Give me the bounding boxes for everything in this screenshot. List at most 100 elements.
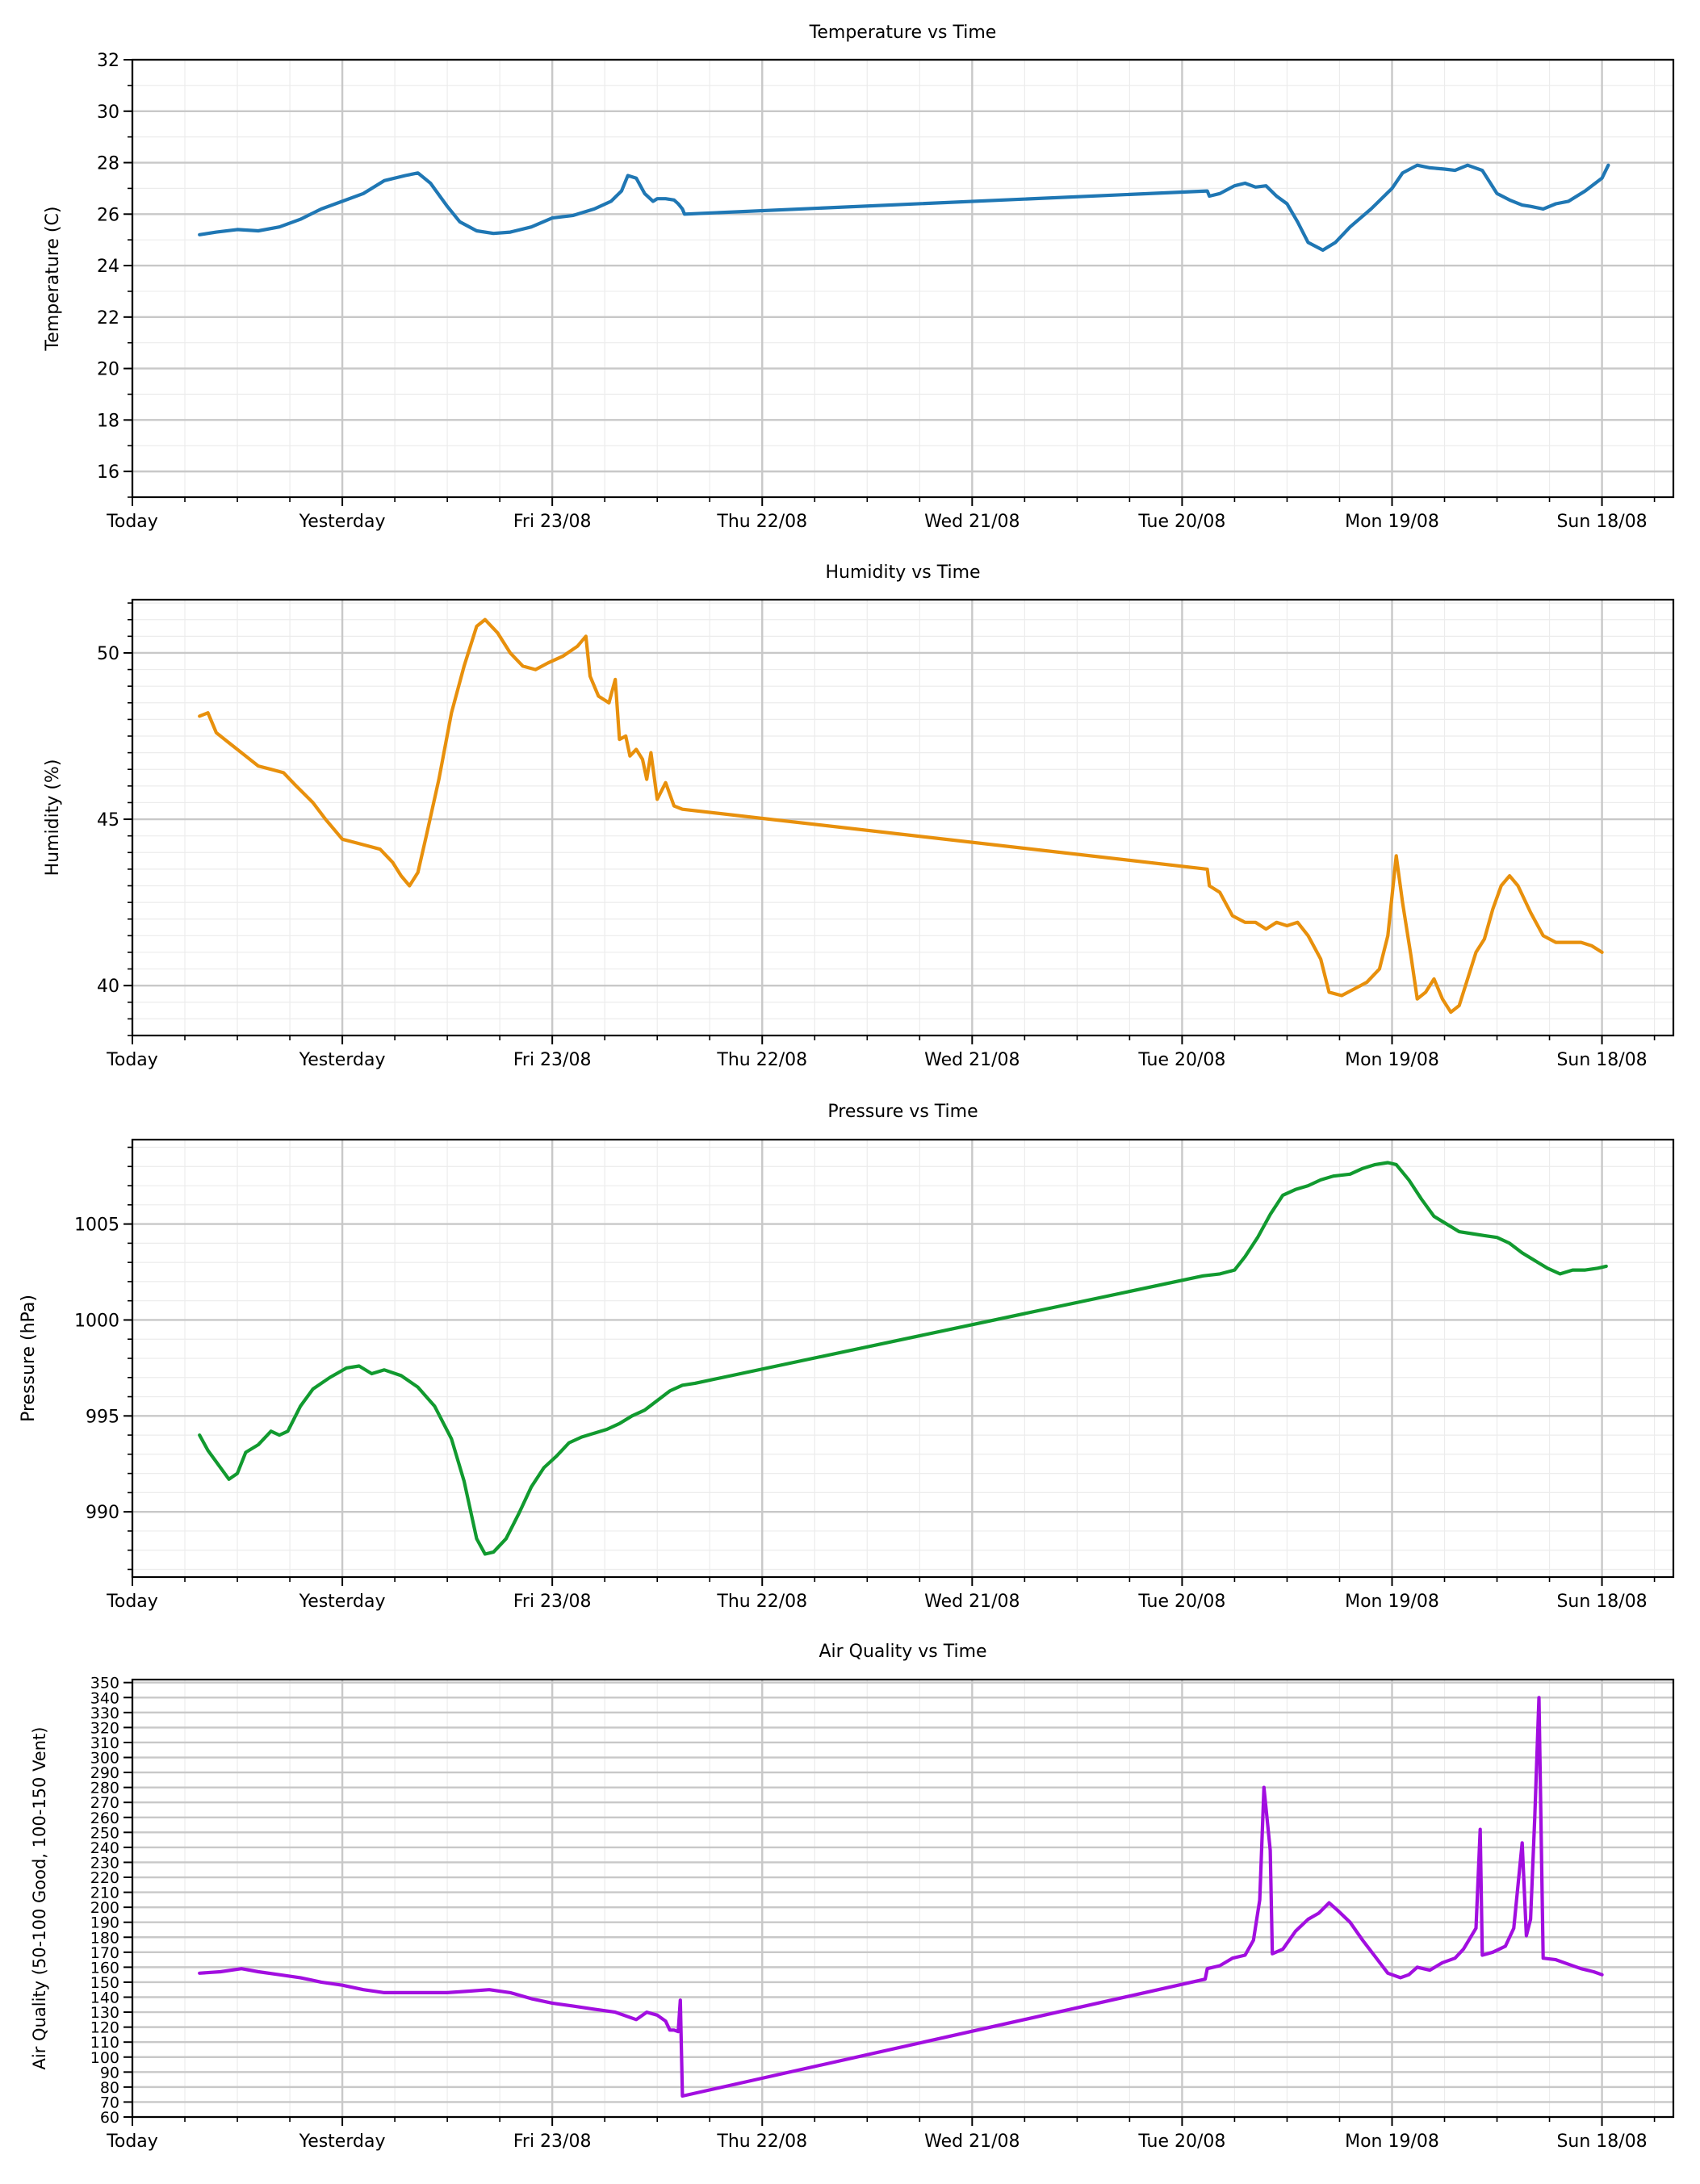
y-tick-label: 70: [100, 2094, 119, 2111]
x-tick-label: Today: [106, 512, 158, 532]
y-tick-label: 100: [90, 2049, 119, 2067]
y-tick-label: 30: [97, 103, 119, 123]
plot-frame: [131, 58, 1675, 499]
x-tick-label: Tue 20/08: [1137, 1592, 1225, 1612]
chart-title: Humidity vs Time: [825, 563, 980, 583]
y-tick-label: 280: [90, 1780, 119, 1797]
y-tick-label: 16: [97, 462, 119, 483]
y-tick-label: 350: [90, 1675, 119, 1692]
x-tick-label: Yesterday: [299, 2132, 386, 2152]
y-tick-label: 180: [90, 1929, 119, 1947]
x-tick-label: Sun 18/08: [1556, 1592, 1647, 1612]
x-tick-label: Sun 18/08: [1556, 1050, 1647, 1070]
x-tick-label: Mon 19/08: [1345, 512, 1439, 532]
y-tick-label: 160: [90, 1959, 119, 1977]
x-tick-label: Wed 21/08: [924, 2132, 1020, 2152]
grid: [131, 600, 1673, 1036]
x-tick-label: Fri 23/08: [513, 1050, 592, 1070]
temperature-chart: Temperature vs Time Temperature (C) Toda…: [43, 23, 1675, 532]
x-tick-label: Fri 23/08: [513, 1592, 592, 1612]
y-tick-label: 24: [97, 257, 119, 277]
y-tick-label: 20: [97, 360, 119, 380]
grid: [131, 58, 1673, 498]
chart-title: Air Quality vs Time: [819, 1642, 986, 1662]
plot-frame: [131, 598, 1675, 1037]
y-tick-label: 110: [90, 2034, 119, 2052]
y-tick-label: 90: [100, 2064, 119, 2081]
y-tick-label: 22: [97, 308, 119, 328]
y-tick-label: 1000: [74, 1311, 119, 1331]
series-line: [198, 617, 1604, 1015]
x-tick-label: Mon 19/08: [1345, 1592, 1439, 1612]
x-tick-label: Fri 23/08: [513, 2132, 592, 2152]
air-quality-chart: Air Quality vs Time Air Quality (50-100 …: [30, 1642, 1675, 2152]
y-tick-label: 220: [90, 1869, 119, 1887]
grid: [131, 1680, 1673, 2119]
y-tick-label: 140: [90, 1989, 119, 2007]
y-tick-label: 45: [97, 810, 119, 831]
x-tick-label: Thu 22/08: [716, 1050, 807, 1070]
y-tick-label: 18: [97, 411, 119, 431]
chart-title: Temperature vs Time: [809, 23, 997, 43]
humidity-chart: Humidity vs Time Humidity (%) Today Yeste…: [43, 563, 1675, 1070]
ticks: Today Yesterday Fri 23/08 Thu 22/08 Wed 21/0…: [97, 51, 1656, 532]
y-tick-label: 300: [90, 1750, 119, 1768]
x-tick-label: Today: [106, 1050, 158, 1070]
x-tick-label: Thu 22/08: [716, 512, 807, 532]
y-tick-label: 260: [90, 1810, 119, 1827]
x-tick-label: Thu 22/08: [716, 2132, 807, 2152]
y-tick-label: 50: [97, 644, 119, 664]
pressure-chart: Pressure vs Time Pressure (hPa) Today Yes…: [19, 1102, 1675, 1612]
x-tick-label: Today: [106, 2132, 158, 2152]
y-tick-label: 310: [90, 1734, 119, 1752]
y-axis-title: Temperature (C): [43, 207, 63, 352]
y-tick-label: 40: [97, 977, 119, 997]
x-tick-label: Mon 19/08: [1345, 2132, 1439, 2152]
y-axis-title: Humidity (%): [43, 759, 63, 877]
y-tick-label: 340: [90, 1689, 119, 1707]
y-tick-label: 170: [90, 1944, 119, 1962]
y-tick-label: 270: [90, 1794, 119, 1812]
y-tick-label: 200: [90, 1899, 119, 1917]
x-tick-label: Sun 18/08: [1556, 512, 1647, 532]
series-line: [198, 163, 1610, 252]
y-tick-label: 250: [90, 1824, 119, 1842]
y-tick-label: 330: [90, 1705, 119, 1722]
x-tick-label: Tue 20/08: [1137, 2132, 1225, 2152]
x-tick-label: Fri 23/08: [513, 512, 592, 532]
x-tick-label: Tue 20/08: [1137, 1050, 1225, 1070]
y-tick-label: 210: [90, 1885, 119, 1902]
y-tick-label: 120: [90, 2019, 119, 2037]
y-tick-label: 995: [86, 1407, 119, 1427]
chart-title: Pressure vs Time: [827, 1102, 978, 1122]
y-tick-label: 150: [90, 1974, 119, 1992]
x-tick-label: Today: [106, 1592, 158, 1612]
y-tick-label: 80: [100, 2079, 119, 2097]
y-tick-label: 32: [97, 51, 119, 71]
y-axis-title: Pressure (hPa): [19, 1295, 39, 1422]
x-tick-label: Yesterday: [299, 1592, 386, 1612]
x-tick-label: Wed 21/08: [924, 512, 1020, 532]
x-tick-label: Sun 18/08: [1556, 2132, 1647, 2152]
plot-frame: [131, 1678, 1675, 2119]
y-tick-label: 990: [86, 1503, 119, 1523]
y-tick-label: 320: [90, 1719, 119, 1737]
series-line: [198, 1696, 1604, 2098]
ticks: Today Yesterday Fri 23/08 Thu 22/08 Wed 21/0…: [90, 1675, 1656, 2152]
x-tick-label: Wed 21/08: [924, 1592, 1020, 1612]
ticks: Today Yesterday Fri 23/08 Thu 22/08 Wed 21/0…: [74, 1146, 1656, 1612]
y-tick-label: 190: [90, 1914, 119, 1932]
x-tick-label: Yesterday: [299, 1050, 386, 1070]
x-tick-label: Wed 21/08: [924, 1050, 1020, 1070]
series-line: [198, 1161, 1608, 1556]
y-tick-label: 28: [97, 154, 119, 174]
x-tick-label: Tue 20/08: [1137, 512, 1225, 532]
grid: [131, 1140, 1673, 1577]
x-tick-label: Yesterday: [299, 512, 386, 532]
y-tick-label: 26: [97, 205, 119, 225]
y-tick-label: 240: [90, 1839, 119, 1857]
y-tick-label: 130: [90, 2004, 119, 2022]
y-tick-label: 290: [90, 1764, 119, 1782]
y-axis-title: Air Quality (50-100 Good, 100-150 Vent): [30, 1727, 49, 2070]
